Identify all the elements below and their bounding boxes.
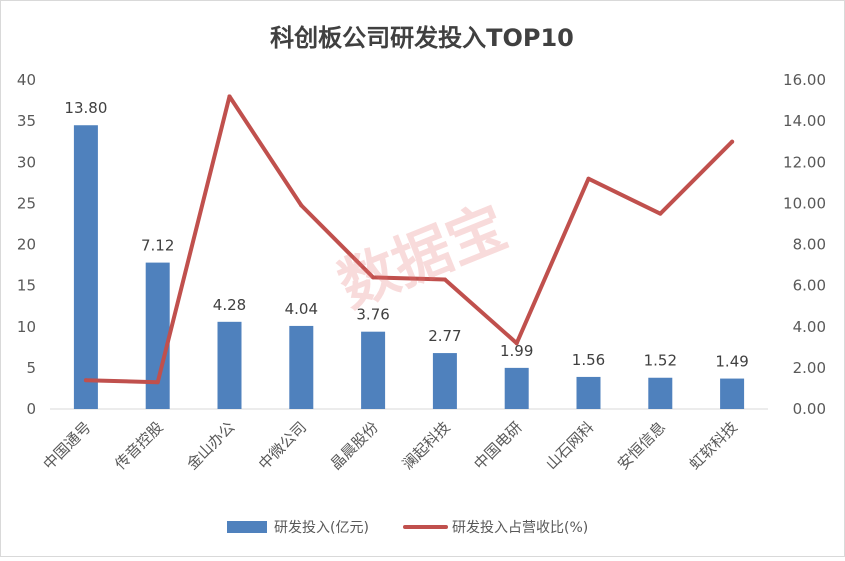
y-right-tick-label: 4.00 (793, 318, 826, 336)
bar (432, 353, 457, 409)
line-point (586, 176, 591, 181)
legend: 研发投入(亿元) 研发投入占营收比(%) (227, 520, 588, 536)
line-point (227, 94, 232, 99)
y-right-tick-label: 6.00 (793, 277, 826, 295)
line-point (658, 211, 663, 216)
bar (217, 321, 242, 409)
bar-data-label: 1.56 (572, 351, 605, 369)
line-series (83, 94, 735, 385)
y-right-tick-label: 12.00 (783, 153, 826, 171)
chart-title: 科创板公司研发投入TOP10 (270, 24, 574, 52)
line-point (442, 277, 447, 282)
line-path (83, 94, 735, 385)
y-left-tick-label: 25 (17, 194, 36, 212)
bar-data-label: 4.28 (213, 296, 246, 314)
bar (648, 377, 673, 409)
bar (720, 378, 745, 409)
bar-data-label: 3.76 (356, 306, 389, 324)
y-right-tick-label: 0.00 (793, 400, 826, 418)
line-point (83, 378, 88, 383)
legend-line-label: 研发投入占营收比(%) (452, 520, 588, 536)
data-labels: 13.80 7.12 4.28 4.04 3.76 2.77 1.99 1.56 1.52 1.4… (64, 99, 748, 370)
bar-data-label: 13.80 (64, 99, 107, 117)
line-point (155, 380, 160, 385)
y-right-tick-label: 14.00 (783, 112, 826, 130)
bar-data-label: 1.99 (500, 342, 533, 360)
line-point (299, 203, 304, 208)
bar (289, 325, 314, 409)
y-right-tick-label: 8.00 (793, 236, 826, 254)
y-right-tick-label: 16.00 (783, 71, 826, 89)
y-left-tick-label: 15 (17, 277, 36, 295)
line-point (730, 139, 735, 144)
bar (73, 125, 98, 410)
bar-data-label: 1.52 (644, 352, 677, 370)
y-left-tick-label: 35 (17, 112, 36, 130)
bar-data-label: 2.77 (428, 327, 461, 345)
y-left-tick-label: 40 (17, 71, 36, 89)
y-left-tick-label: 0 (26, 400, 36, 418)
line-point (514, 341, 519, 346)
bar-series (73, 125, 745, 410)
bar-data-label: 7.12 (141, 237, 174, 255)
y-left-tick-label: 20 (17, 236, 36, 254)
legend-bar-label: 研发投入(亿元) (274, 520, 369, 536)
y-left-tick-label: 10 (17, 318, 36, 336)
legend-bar-swatch (227, 521, 267, 533)
bar-data-label: 4.04 (285, 300, 318, 318)
bar-data-label: 1.49 (715, 353, 748, 371)
y-left-tick-label: 5 (26, 359, 36, 377)
bar (576, 376, 601, 409)
bar (361, 331, 386, 409)
y-left-tick-label: 30 (17, 153, 36, 171)
line-point (371, 275, 376, 280)
bar (145, 262, 170, 409)
bar (504, 367, 529, 409)
y-right-tick-label: 2.00 (793, 359, 826, 377)
y-right-tick-label: 10.00 (783, 194, 826, 212)
